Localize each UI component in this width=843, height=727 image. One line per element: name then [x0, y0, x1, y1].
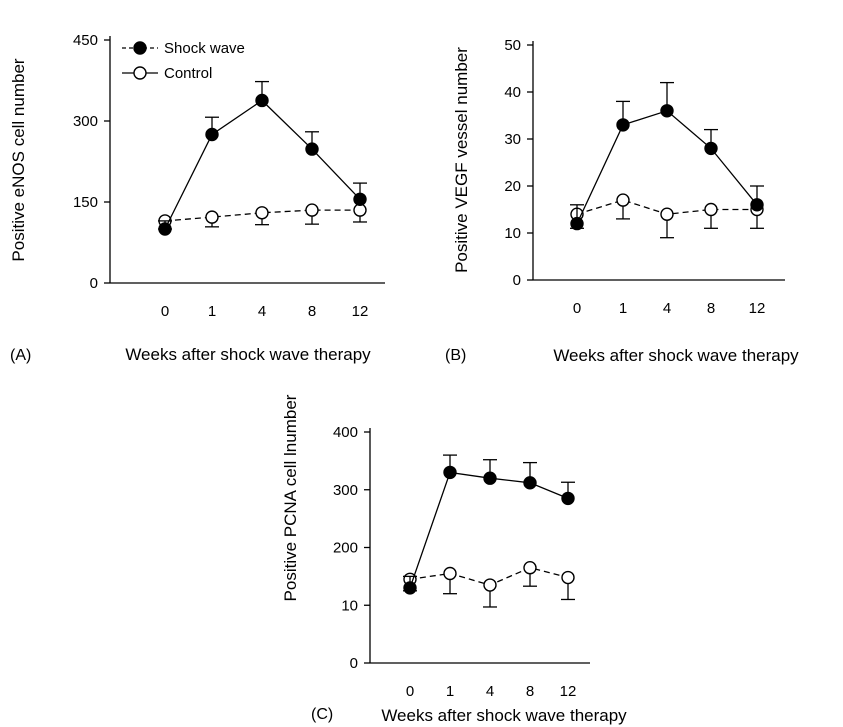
- data-point: [255, 93, 269, 108]
- legend-label: Control: [164, 65, 212, 82]
- data-point: [750, 198, 764, 212]
- data-point: [561, 491, 575, 506]
- series-line: [164, 209, 360, 222]
- data-point: [704, 141, 718, 156]
- series-line: [409, 471, 569, 589]
- chart-panel-a: 0 150 300 450 0 1 4 8 12 Positive eNOS cell numbe…: [9, 32, 385, 364]
- series-control: [403, 561, 575, 608]
- x-tick-label: 0: [573, 300, 581, 317]
- data-point: [660, 207, 674, 221]
- legend-marker: [133, 41, 147, 55]
- panel-label: (A): [10, 347, 31, 364]
- y-tick-label: 20: [504, 178, 521, 195]
- series-line: [576, 110, 758, 224]
- data-point: [205, 210, 219, 224]
- data-point: [523, 561, 537, 575]
- x-tick-label: 12: [560, 683, 577, 700]
- data-point: [305, 142, 319, 156]
- data-point: [353, 192, 367, 207]
- chart-panel-c: 0 10 200 300 400 0 1 4 8 12 Positive PCNA cell lnu…: [281, 394, 627, 725]
- data-point: [305, 203, 319, 217]
- data-point: [403, 581, 417, 595]
- x-tick-label: 8: [707, 300, 715, 317]
- series-control: [570, 193, 764, 239]
- x-tick-label: 12: [352, 303, 369, 320]
- y-tick-label: 30: [504, 131, 521, 148]
- x-tick-label: 8: [308, 303, 316, 320]
- y-tick-label: 400: [333, 424, 358, 441]
- chart-panel-b: 0 10 20 30 40 50 0 1 4 8 12 Positive VEGF vessel nu…: [445, 37, 799, 365]
- data-point: [483, 578, 497, 592]
- y-tick-label: 50: [504, 37, 521, 54]
- x-tick-label: 8: [526, 683, 534, 700]
- data-point: [255, 206, 269, 220]
- x-axis-label: Weeks after shock wave therapy: [381, 706, 627, 725]
- x-axis-label: Weeks after shock wave therapy: [553, 346, 799, 365]
- data-point: [616, 193, 630, 207]
- y-tick-label: 10: [341, 597, 358, 614]
- x-axis-label: Weeks after shock wave therapy: [125, 345, 371, 364]
- series-control: [158, 203, 367, 230]
- data-point: [483, 471, 497, 485]
- y-tick-label: 0: [90, 275, 98, 292]
- y-axis-label: Positive VEGF vessel number: [452, 47, 471, 273]
- panel-label: (C): [311, 706, 333, 723]
- x-tick-label: 0: [406, 683, 414, 700]
- data-point: [205, 127, 219, 142]
- x-tick-label: 12: [749, 300, 766, 317]
- legend: Shock wave Control: [122, 40, 245, 82]
- y-tick-label: 0: [513, 272, 521, 289]
- data-point: [660, 104, 674, 118]
- x-tick-label: 4: [663, 300, 671, 317]
- x-tick-label: 1: [619, 300, 627, 317]
- data-point: [523, 476, 537, 490]
- data-point: [561, 570, 575, 585]
- series-shock-wave: [403, 454, 575, 595]
- y-tick-label: 0: [350, 655, 358, 672]
- data-point: [616, 118, 630, 132]
- y-axis-label: Positive eNOS cell number: [9, 58, 28, 261]
- y-tick-label: 150: [73, 194, 98, 211]
- x-tick-label: 0: [161, 303, 169, 320]
- panel-label: (B): [445, 347, 466, 364]
- y-tick-label: 200: [333, 540, 358, 557]
- y-axis-label: Positive PCNA cell lnumber: [281, 394, 300, 601]
- series-shock-wave: [158, 80, 367, 236]
- y-tick-label: 10: [504, 225, 521, 242]
- data-point: [570, 216, 584, 231]
- legend-label: Shock wave: [164, 40, 245, 57]
- data-point: [443, 465, 457, 480]
- series-shock-wave: [570, 81, 764, 231]
- x-tick-label: 1: [208, 303, 216, 320]
- x-tick-label: 4: [258, 303, 266, 320]
- x-tick-label: 4: [486, 683, 494, 700]
- y-tick-label: 300: [73, 113, 98, 130]
- y-tick-label: 40: [504, 84, 521, 101]
- data-point: [443, 566, 457, 581]
- x-tick-label: 1: [446, 683, 454, 700]
- data-point: [704, 202, 718, 217]
- legend-marker: [133, 66, 147, 80]
- data-point: [158, 222, 172, 236]
- y-tick-label: 300: [333, 482, 358, 499]
- y-tick-label: 450: [73, 32, 98, 49]
